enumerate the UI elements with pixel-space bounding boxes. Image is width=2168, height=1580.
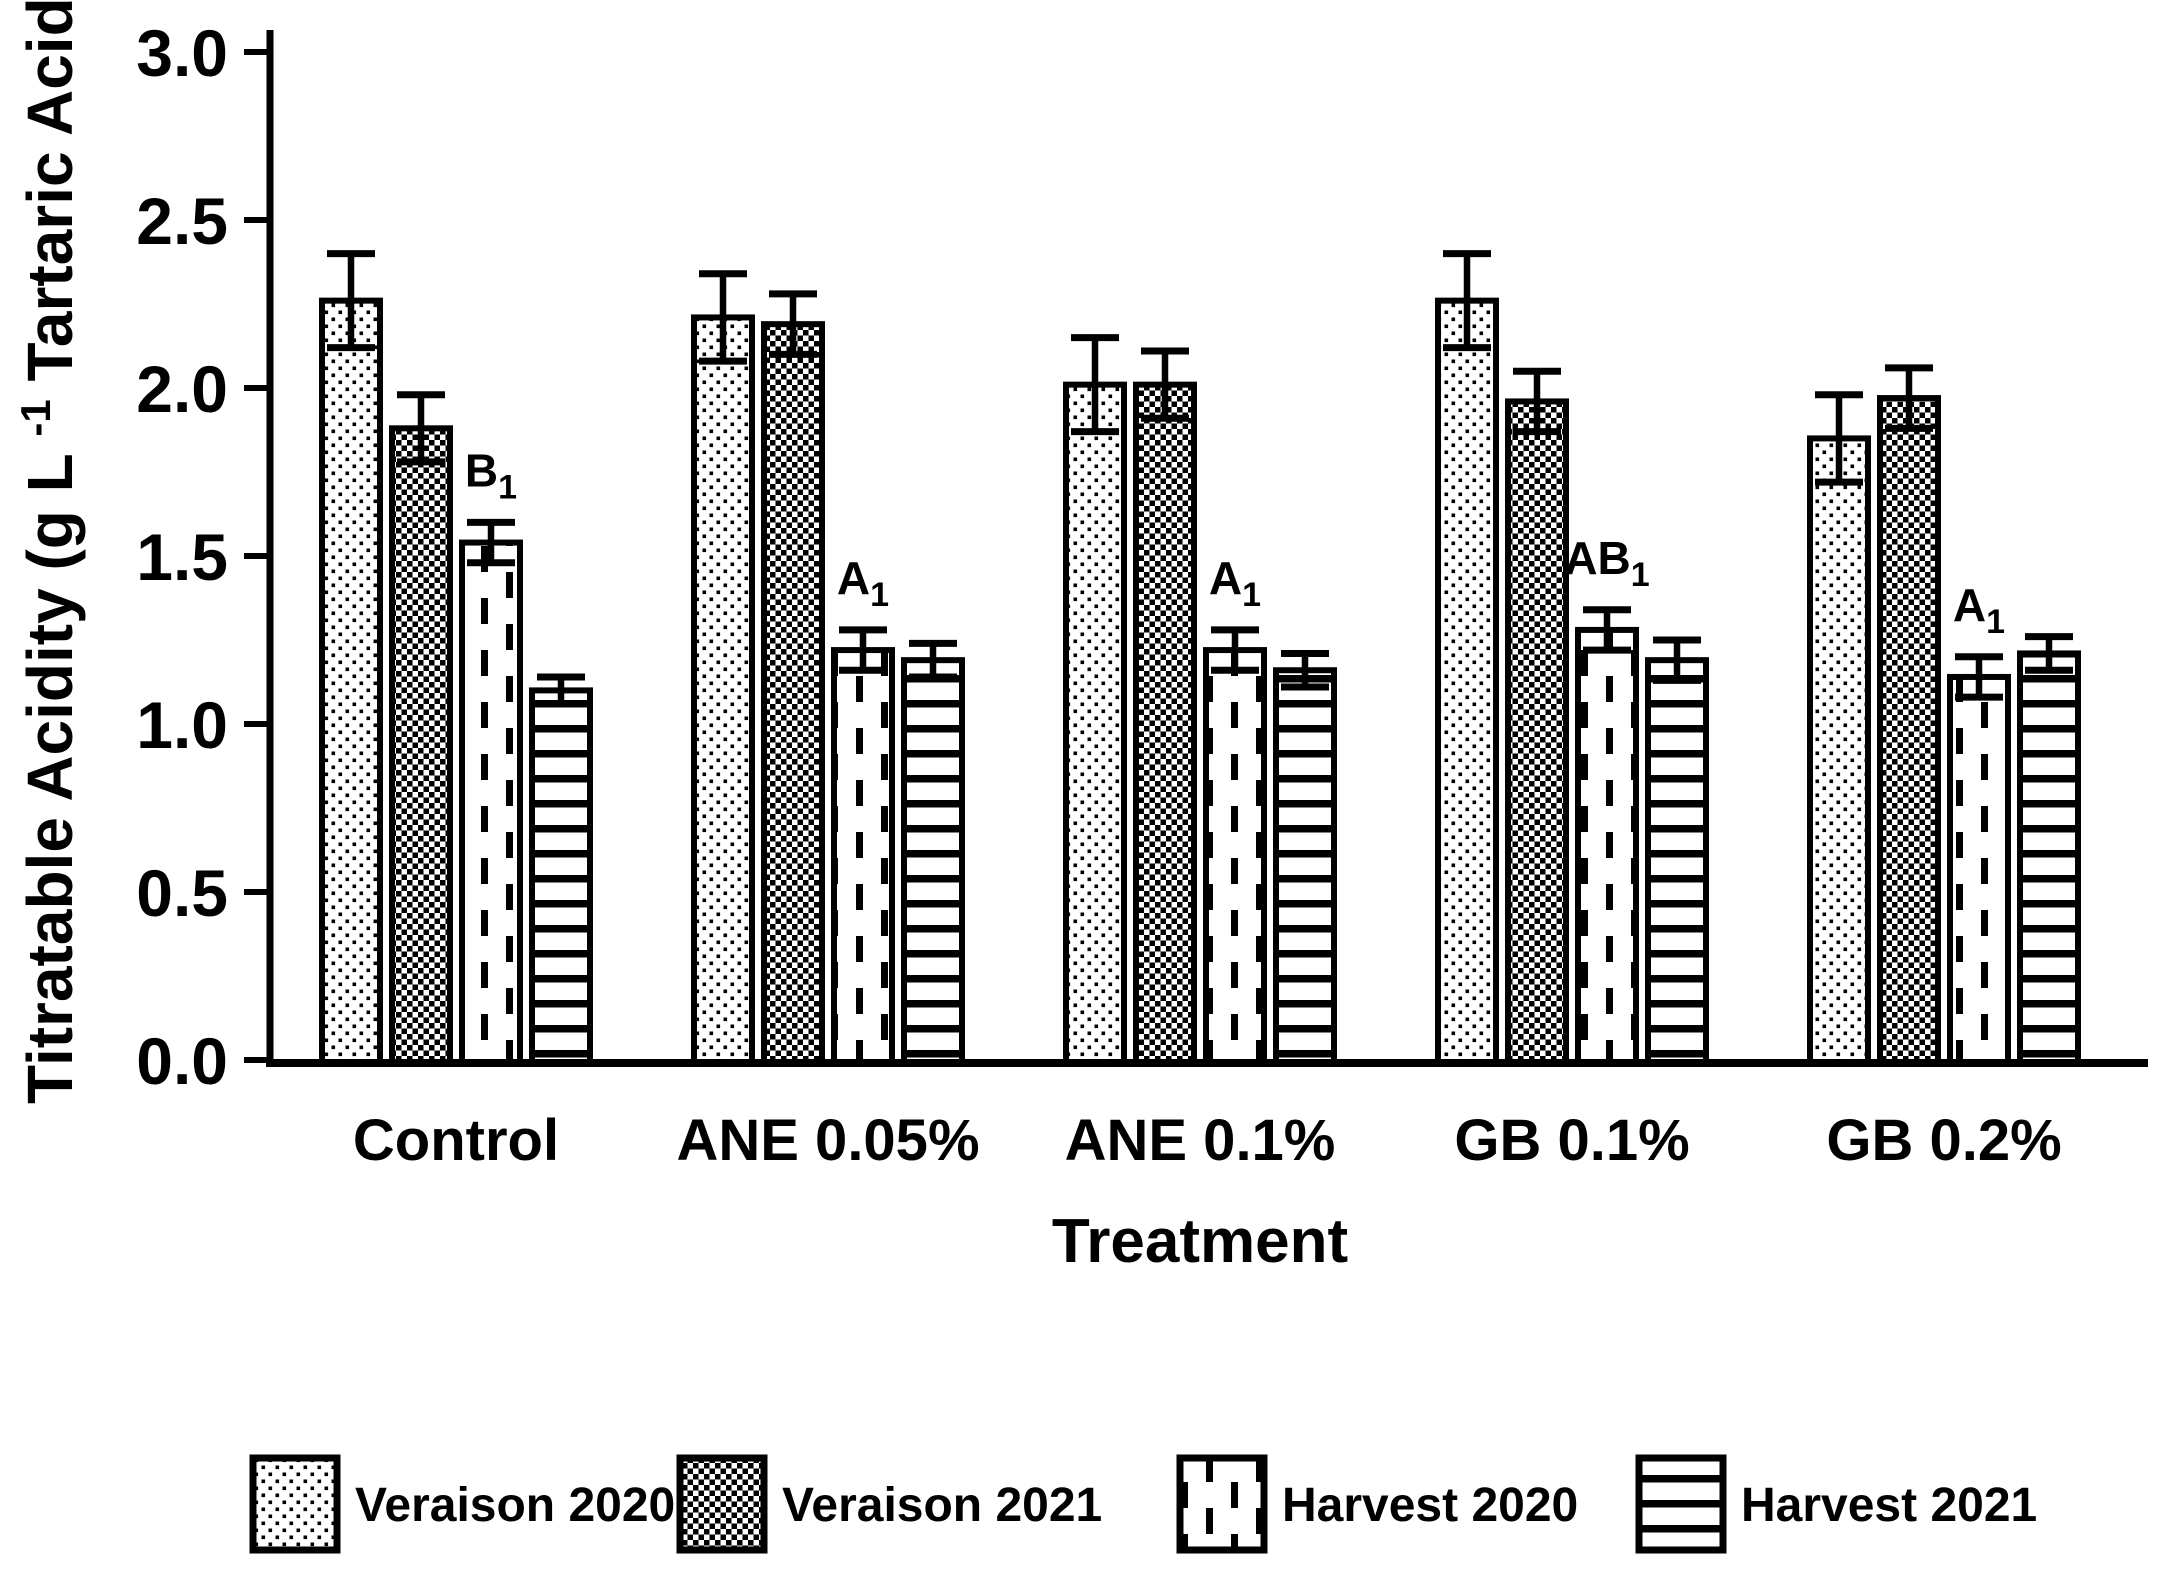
error-bar [1281, 649, 1329, 691]
y-axis-title: Titratable Acidity (g L -1 Tartaric Acid… [0, 0, 86, 1104]
significance-letter: AB [1564, 532, 1630, 584]
x-tick-label-gb-0-2: GB 0.2% [1826, 1108, 2061, 1173]
legend-swatch-veraison-2021 [676, 1454, 768, 1554]
legend-item-veraison-2020: Veraison 2020 [249, 1454, 675, 1554]
significance-letter: A [1953, 579, 1986, 631]
significance-subscript: 1 [1242, 576, 1261, 614]
bar-veraison-2021-ane-0-05 [761, 321, 825, 1066]
x-tick-label-control: Control [353, 1108, 559, 1173]
bar-veraison-2021-ane-0-1 [1133, 381, 1197, 1065]
bar-harvest-2021-ane-0-1 [1273, 667, 1337, 1065]
significance-subscript: 1 [870, 576, 889, 614]
legend: Veraison 2020 Veraison 2021 Harvest 2020… [249, 1454, 2037, 1554]
y-tick-label: 3.0 [136, 16, 228, 90]
error-bar [1583, 606, 1631, 654]
error-bar [1443, 250, 1491, 352]
significance-label: A1 [1209, 552, 1261, 614]
x-tick-label-gb-0-1: GB 0.1% [1454, 1108, 1689, 1173]
bar-veraison-2021-gb-0-1 [1505, 398, 1569, 1065]
error-bar [1071, 334, 1119, 436]
x-axis-labels: Control ANE 0.05% ANE 0.1% GB 0.1% GB 0.2% [353, 1108, 2062, 1173]
significance-letter: A [1209, 552, 1242, 604]
error-bar [1513, 367, 1561, 436]
significance-subscript: 1 [1631, 556, 1650, 594]
y-axis-title-suffix: Tartaric Acid) [14, 0, 86, 381]
legend-label-harvest-2020: Harvest 2020 [1282, 1479, 1578, 1532]
significance-label: B1 [465, 444, 517, 506]
bar-veraison-2020-gb-0-2 [1807, 435, 1871, 1065]
bar-harvest-2020-ane-0-05 [831, 647, 895, 1066]
error-bar [839, 626, 887, 674]
y-axis-title-prefix: Titratable Acidity (g L [14, 454, 86, 1104]
y-tick-label: 2.0 [136, 352, 228, 426]
error-bar [467, 518, 515, 567]
significance-label: AB1 [1564, 532, 1649, 594]
error-bar [1885, 364, 1933, 432]
bar-veraison-2020-ane-0-05 [691, 314, 755, 1065]
significance-letter: B [465, 444, 498, 496]
bar-veraison-2020-control [319, 297, 383, 1065]
y-tick-label: 0.0 [136, 1024, 228, 1098]
error-bar [1815, 391, 1863, 486]
error-bar [1955, 653, 2003, 701]
error-bar [1141, 347, 1189, 422]
y-tick-label: 0.5 [136, 856, 228, 930]
legend-label-veraison-2021: Veraison 2021 [782, 1479, 1102, 1532]
bar-harvest-2021-control [529, 687, 593, 1066]
error-bar [1653, 636, 1701, 684]
y-tick-label: 1.5 [136, 520, 228, 594]
legend-item-veraison-2021: Veraison 2021 [676, 1454, 1102, 1554]
bar-veraison-2020-gb-0-1 [1435, 297, 1499, 1065]
significance-letter: A [837, 552, 870, 604]
significance-subscript: 1 [498, 468, 517, 506]
legend-swatch-harvest-2020 [1176, 1454, 1268, 1554]
x-axis-title: Treatment [1052, 1207, 1348, 1276]
error-bar [327, 250, 375, 352]
bar-harvest-2020-ane-0-1 [1203, 647, 1267, 1066]
bar-harvest-2021-gb-0-1 [1645, 657, 1709, 1065]
y-axis-ticks: 3.0 2.5 2.0 1.5 1.0 0.5 0.0 [136, 16, 273, 1098]
error-bar [699, 270, 747, 365]
bar-veraison-2021-gb-0-2 [1877, 395, 1941, 1065]
x-tick-label-ane-0-1: ANE 0.1% [1065, 1108, 1336, 1173]
bar-harvest-2021-gb-0-2 [2017, 650, 2081, 1065]
error-bars-layer [327, 250, 2073, 708]
legend-label-veraison-2020: Veraison 2020 [355, 1479, 675, 1532]
y-tick-label: 2.5 [136, 184, 228, 258]
x-tick-label-ane-0-05: ANE 0.05% [676, 1108, 979, 1173]
bar-harvest-2020-gb-0-1 [1575, 626, 1639, 1065]
significance-label: A1 [1953, 579, 2005, 641]
legend-swatch-veraison-2020 [249, 1454, 341, 1554]
significance-subscript: 1 [1986, 603, 2005, 641]
error-bar [1211, 626, 1259, 674]
bar-veraison-2021-control [389, 425, 453, 1065]
significance-label: A1 [837, 552, 889, 614]
error-bar [909, 639, 957, 681]
error-bar [2025, 633, 2073, 674]
bar-harvest-2020-control [459, 539, 523, 1065]
bar-veraison-2020-ane-0-1 [1063, 381, 1127, 1065]
legend-label-harvest-2021: Harvest 2021 [1741, 1479, 2037, 1532]
error-bar [537, 673, 585, 708]
y-axis-title-superscript: -1 [12, 399, 59, 436]
bar-harvest-2021-ane-0-05 [901, 657, 965, 1065]
legend-swatch-harvest-2021 [1635, 1454, 1727, 1554]
bars-layer [319, 297, 2081, 1066]
error-bar [397, 391, 445, 466]
y-tick-label: 1.0 [136, 688, 228, 762]
legend-item-harvest-2020: Harvest 2020 [1176, 1454, 1578, 1554]
error-bar [769, 290, 817, 358]
legend-item-harvest-2021: Harvest 2021 [1635, 1454, 2037, 1554]
bar-harvest-2020-gb-0-2 [1947, 673, 2011, 1066]
